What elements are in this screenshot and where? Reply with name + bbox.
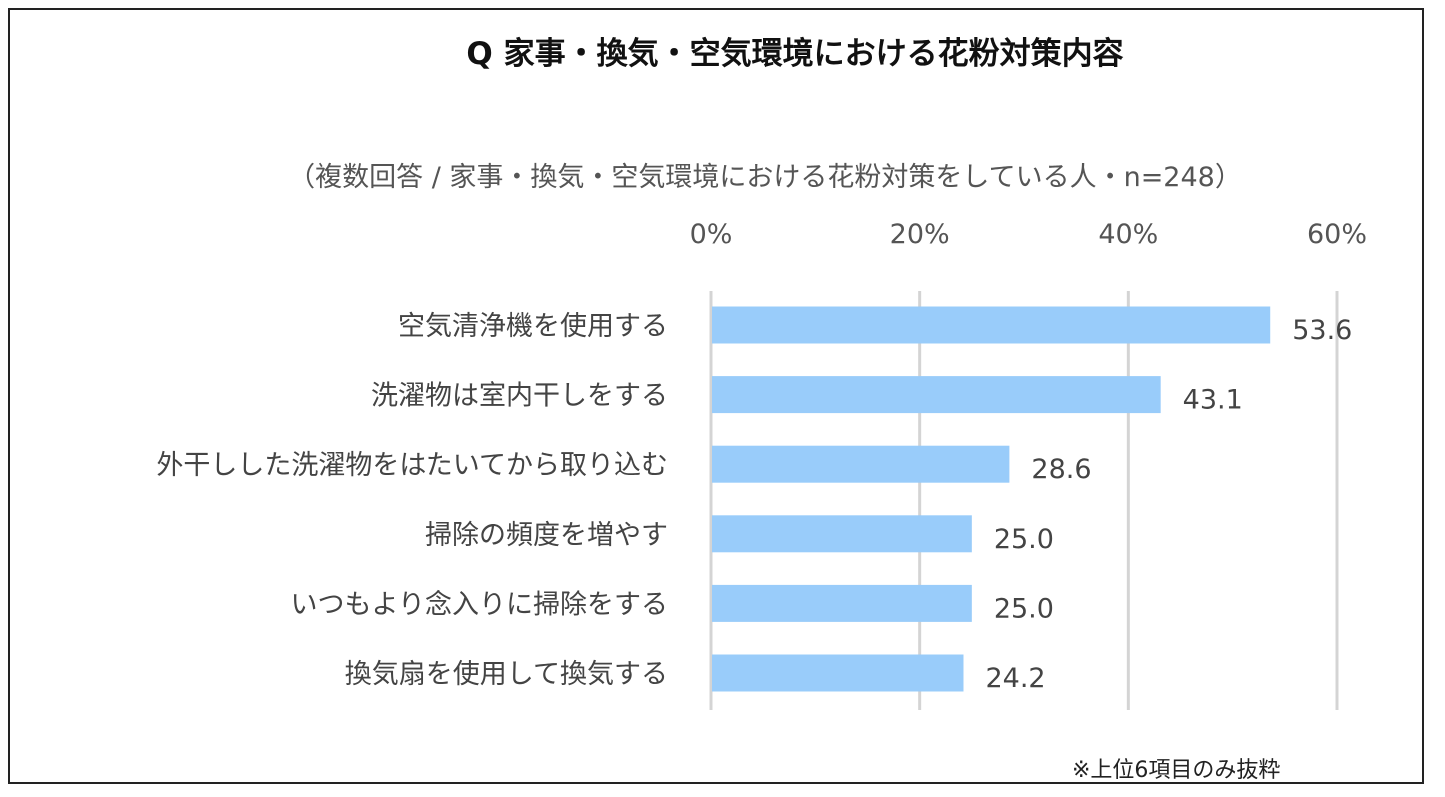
category-label: 掃除の頻度を増やす	[425, 520, 668, 551]
data-label: 53.6	[1292, 315, 1352, 346]
chart-title: Q 家事・換気・空気環境における花粉対策内容	[466, 36, 1124, 72]
chart-frame	[8, 8, 1424, 784]
data-label: 25.0	[994, 524, 1054, 555]
data-label: 43.1	[1183, 385, 1243, 416]
category-label: 洗濯物は室内干しをする	[371, 381, 668, 412]
chart-note: ※上位6項目のみ抜粋	[1072, 758, 1281, 783]
tick-label: 60%	[1307, 219, 1367, 250]
bar	[712, 445, 1010, 483]
category-label: 外干しした洗濯物をはたいてから取り込む	[156, 450, 668, 481]
data-label: 25.0	[994, 593, 1054, 624]
data-label: 24.2	[985, 663, 1045, 694]
bar	[712, 515, 972, 553]
chart-subtitle: （複数回答 / 家事・換気・空気環境における花粉対策をしている人・n=248）	[288, 162, 1242, 193]
category-label: いつもより念入りに掃除をする	[291, 589, 668, 620]
data-label: 28.6	[1031, 454, 1091, 485]
tick-label: 0%	[690, 219, 733, 250]
tick-label: 40%	[1098, 219, 1158, 250]
bar	[712, 584, 972, 622]
bar	[712, 654, 964, 692]
category-label: 空気清浄機を使用する	[398, 311, 668, 342]
tick-label: 20%	[890, 219, 950, 250]
bar	[712, 306, 1271, 344]
bar	[712, 376, 1161, 414]
category-label: 換気扇を使用して換気する	[345, 659, 668, 690]
